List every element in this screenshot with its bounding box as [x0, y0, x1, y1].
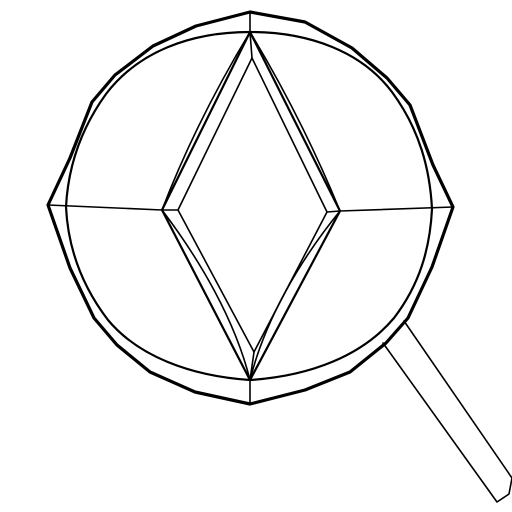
inner-diamond [177, 57, 328, 353]
facet-right [339, 206, 454, 212]
inner-lens-circle [64, 30, 434, 382]
curve-upper-right [249, 31, 341, 212]
curve-lower-right [249, 210, 341, 381]
facet-lines [47, 11, 454, 405]
outer-diamond [160, 30, 342, 382]
handle-outline [382, 320, 512, 503]
bevel-right [326, 210, 341, 213]
lens-curved-facets [161, 31, 341, 381]
facet-left [47, 204, 163, 211]
magnifier-handle [382, 320, 512, 503]
curve-upper-left [161, 31, 251, 211]
bevel-connectors [161, 31, 341, 381]
curve-lower-left [161, 209, 251, 381]
bevel-top [249, 31, 253, 59]
